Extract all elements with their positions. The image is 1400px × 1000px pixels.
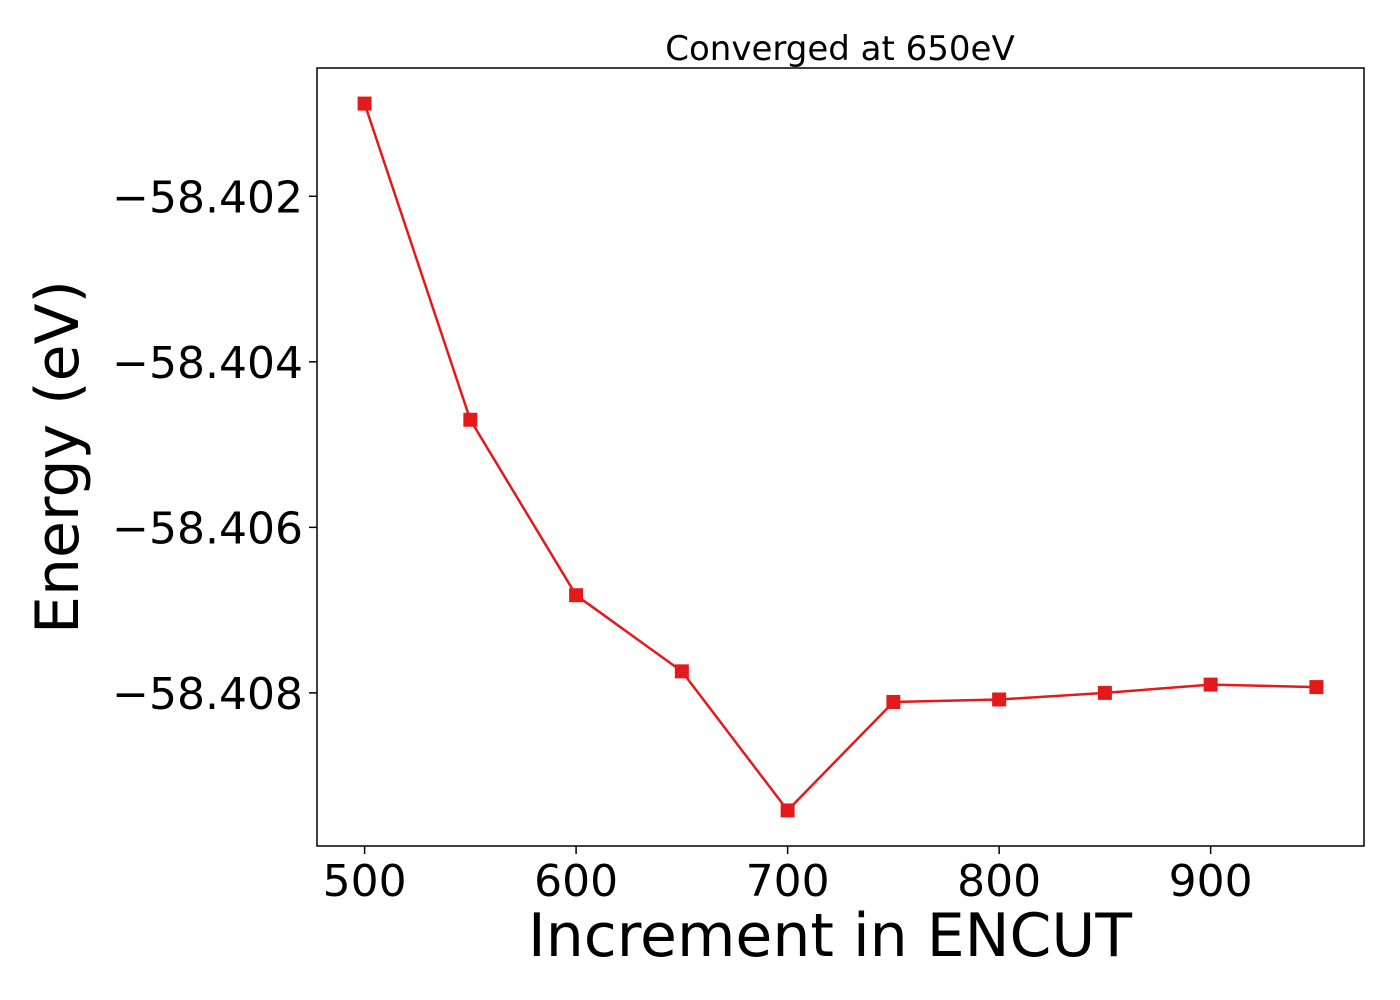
data-point-marker [1203,677,1218,692]
energy-series-line [363,103,1317,813]
data-point-marker [569,588,584,603]
y-tick-label: −58.408 [112,669,303,720]
data-point-marker [992,692,1007,707]
x-tick-label: 700 [746,856,830,907]
y-tick-label: −58.406 [112,503,303,554]
plot-layer [357,96,1324,818]
y-axis-ticks: −58.402 −58.404 −58.406 −58.408 [112,172,317,720]
data-point-marker [886,694,901,709]
data-point-marker [1097,685,1112,700]
y-axis-title: Energy (eV) [23,280,93,634]
x-tick-label: 800 [957,856,1041,907]
x-tick-label: 500 [323,856,407,907]
chart-title: Converged at 650eV [665,29,1014,69]
data-point-marker [780,803,795,818]
x-tick-label: 900 [1169,856,1253,907]
data-point-marker [674,664,689,679]
data-point-marker [1309,680,1324,695]
data-point-marker [463,412,478,427]
x-tick-label: 600 [534,856,618,907]
x-axis-ticks: 500 600 700 800 900 [323,846,1253,907]
x-axis-title: Increment in ENCUT [528,901,1132,971]
y-tick-label: −58.402 [112,172,303,223]
y-tick-label: −58.404 [112,338,303,389]
plot-frame [316,67,1365,847]
data-point-marker [357,96,372,111]
